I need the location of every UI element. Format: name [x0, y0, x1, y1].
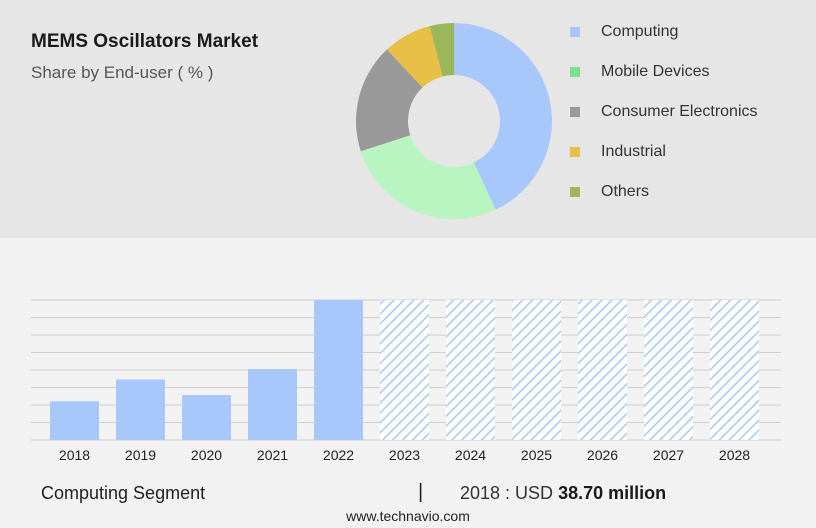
- bar-2028: [710, 300, 759, 440]
- legend-swatch: [570, 187, 580, 197]
- chart-title: MEMS Oscillators Market: [31, 31, 259, 52]
- x-tick-label: 2024: [455, 447, 486, 463]
- segment-label: Computing Segment: [41, 483, 206, 503]
- x-tick-label: 2028: [719, 447, 750, 463]
- legend-label: Others: [601, 183, 650, 200]
- donut-slice-consumer-electronics: [356, 49, 423, 152]
- legend-label: Consumer Electronics: [601, 103, 758, 120]
- x-tick-label: 2025: [521, 447, 552, 463]
- x-tick-label: 2026: [587, 447, 618, 463]
- legend: Computing Mobile Devices Consumer Electr…: [570, 12, 758, 212]
- x-tick-label: 2027: [653, 447, 684, 463]
- legend-swatch: [570, 147, 580, 157]
- chart-subtitle: Share by End-user ( % ): [31, 63, 214, 82]
- legend-swatch: [570, 27, 580, 37]
- bar-chart: [50, 300, 759, 440]
- legend-label: Computing: [601, 23, 679, 40]
- bar-2021: [248, 369, 297, 440]
- source-link[interactable]: www.technavio.com: [346, 508, 470, 524]
- bar-2025: [512, 300, 561, 440]
- bar-2020: [182, 395, 231, 440]
- x-axis-ticks: 2018 2019 2020 2021 2022 2023 2024 2025 2026 2027…: [59, 447, 750, 463]
- donut-slice-computing: [454, 23, 552, 210]
- donut-slice-industrial: [386, 26, 443, 88]
- x-tick-label: 2022: [323, 447, 354, 463]
- legend-swatch: [570, 107, 580, 117]
- legend-item-consumer-electronics: Consumer Electronics: [570, 92, 758, 132]
- bar-2023: [380, 300, 429, 440]
- bar-2026: [578, 300, 627, 440]
- legend-label: Mobile Devices: [601, 63, 710, 80]
- bar-2018: [50, 401, 99, 440]
- donut-slice-mobile-devices: [360, 135, 496, 219]
- footer-separator: |: [418, 481, 424, 503]
- x-tick-label: 2019: [125, 447, 156, 463]
- x-tick-label: 2021: [257, 447, 288, 463]
- bar-2024: [446, 300, 495, 440]
- value-amount: 38.70 million: [558, 483, 667, 503]
- value-prefix: 2018 : USD: [460, 483, 554, 503]
- legend-item-computing: Computing: [570, 12, 758, 52]
- x-tick-label: 2020: [191, 447, 222, 463]
- x-tick-label: 2023: [389, 447, 420, 463]
- bar-2027: [644, 300, 693, 440]
- donut-slice-others: [429, 23, 454, 77]
- x-tick-label: 2018: [59, 447, 90, 463]
- bar-2019: [116, 379, 165, 440]
- legend-item-others: Others: [570, 172, 758, 212]
- legend-item-mobile-devices: Mobile Devices: [570, 52, 758, 92]
- segment-value: 2018 : USD 38.70 million: [460, 483, 666, 504]
- bar-2022: [314, 300, 363, 440]
- legend-item-industrial: Industrial: [570, 132, 758, 172]
- legend-swatch: [570, 67, 580, 77]
- donut-chart: [356, 23, 552, 219]
- legend-label: Industrial: [601, 143, 666, 160]
